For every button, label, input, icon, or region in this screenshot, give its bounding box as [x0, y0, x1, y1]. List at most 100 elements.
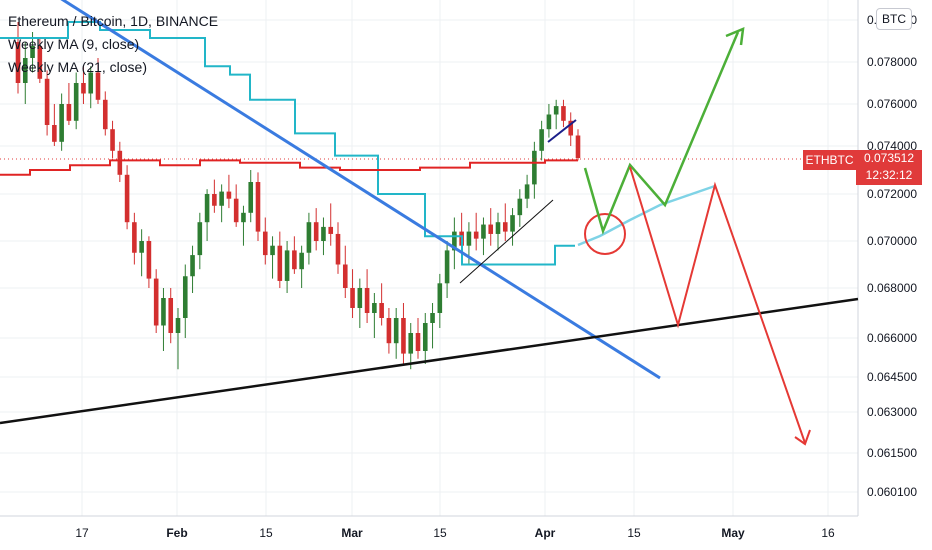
candle-up: [539, 120, 544, 161]
candle-body: [350, 288, 355, 308]
y-tick-label: 0.070000: [867, 234, 917, 248]
candle-body: [561, 106, 566, 121]
candle-body: [517, 198, 523, 216]
y-tick-label: 0.060100: [867, 485, 917, 499]
candles: [15, 22, 581, 370]
x-tick-label: Feb: [166, 526, 187, 540]
candle-up: [422, 313, 428, 364]
candle-body: [502, 222, 508, 232]
candle-body: [372, 303, 377, 313]
candle-body: [488, 224, 494, 234]
candle-body: [430, 313, 435, 323]
candle-body: [277, 245, 283, 281]
candle-body: [568, 120, 574, 136]
candle-body: [292, 250, 297, 270]
candle-up: [182, 264, 188, 338]
candle-body: [524, 184, 530, 199]
candle-up: [357, 278, 363, 328]
candle-down: [233, 184, 239, 227]
candle-up: [175, 308, 181, 370]
candle-up: [299, 245, 304, 288]
projection-line: [577, 184, 716, 247]
x-tick-label: 15: [259, 526, 273, 540]
candle-body: [52, 125, 57, 142]
candle-body: [161, 298, 166, 326]
candle-up: [161, 288, 166, 351]
candle-up: [372, 293, 377, 338]
candle-down: [81, 66, 86, 104]
candle-down: [168, 288, 174, 344]
currency-badge[interactable]: BTC: [876, 8, 912, 30]
candle-body: [379, 303, 384, 318]
support-trendline: [0, 297, 859, 425]
candle-body: [212, 194, 217, 206]
candle-body: [204, 194, 210, 223]
candle-body: [139, 241, 144, 253]
candle-body: [15, 42, 21, 83]
candle-body: [233, 198, 239, 223]
candle-up: [139, 229, 144, 277]
candle-body: [342, 264, 348, 288]
highlight-circle: [584, 213, 626, 255]
candle-body: [197, 222, 203, 256]
candle-down: [502, 203, 508, 241]
bullish-arrowhead: [725, 27, 745, 46]
candle-up: [393, 308, 399, 359]
candle-down: [102, 91, 108, 136]
candle-body: [321, 226, 326, 241]
candle-body: [73, 83, 79, 121]
candle-up: [88, 66, 94, 109]
candle-body: [415, 333, 421, 351]
candle-body: [102, 99, 108, 130]
candle-up: [532, 141, 537, 199]
candle-down: [328, 203, 334, 246]
candle-down: [153, 269, 159, 333]
candle-down: [15, 22, 21, 94]
candle-body: [422, 323, 428, 351]
candle-up: [524, 174, 530, 209]
candle-body: [364, 288, 370, 313]
candle-body: [386, 318, 392, 344]
candle-up: [73, 72, 79, 130]
candle-up: [248, 170, 254, 223]
short-trend-line: [547, 119, 577, 143]
candle-down: [277, 231, 283, 288]
candle-body: [37, 46, 43, 79]
candle-body: [335, 233, 341, 265]
candle-up: [546, 104, 552, 138]
candle-down: [132, 212, 137, 265]
candle-up: [270, 236, 275, 279]
candle-body: [59, 104, 64, 142]
candle-body: [299, 252, 304, 270]
bar-countdown: 12:32:12: [865, 168, 913, 182]
candle-down: [117, 141, 123, 182]
candle-down: [292, 236, 297, 274]
candle-body: [66, 104, 72, 121]
y-tick-label: 0.078000: [867, 55, 917, 69]
candle-up: [241, 205, 246, 246]
candle-down: [335, 222, 341, 274]
candle-up: [321, 217, 326, 256]
candle-body: [510, 215, 515, 232]
candle-body: [124, 174, 130, 223]
candle-up: [481, 217, 486, 256]
x-tick-label: May: [721, 526, 745, 540]
channel-line: [459, 199, 554, 284]
candle-down: [66, 83, 72, 125]
candle-down: [415, 318, 421, 359]
candle-up: [553, 99, 559, 130]
candle-body: [110, 129, 115, 151]
candle-down: [342, 245, 348, 298]
candle-down: [488, 208, 494, 246]
candle-body: [219, 191, 224, 206]
candle-body: [255, 182, 261, 232]
candle-down: [37, 38, 43, 83]
candle-body: [495, 222, 501, 234]
candle-body: [473, 231, 479, 239]
candle-body: [481, 224, 486, 239]
candle-up: [22, 42, 28, 104]
candle-down: [262, 217, 268, 265]
candle-body: [248, 182, 254, 213]
candle-down: [146, 236, 152, 288]
